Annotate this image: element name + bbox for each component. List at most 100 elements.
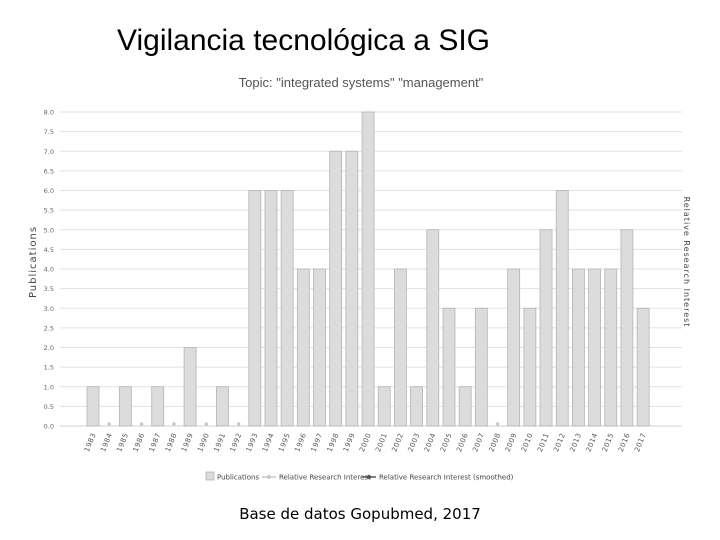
x-tick-label: 1996 [293,432,308,453]
y-tick-label: 0.0 [44,423,54,431]
y-tick-label: 7.5 [44,128,54,136]
x-tick-label: 2017 [633,432,648,453]
y-tick-label: 0.5 [44,403,54,411]
bar [442,307,456,427]
x-tick-label: 2003 [407,432,422,453]
x-tick-label: 2002 [390,432,405,453]
bar [118,386,132,427]
interest-marker [107,422,111,426]
x-tick-label: 1998 [326,432,341,453]
bar [280,190,294,427]
x-tick-label: 1991 [212,432,227,453]
x-tick-label: 2000 [358,432,373,453]
x-tick-label: 2010 [520,432,535,453]
bar [296,268,310,427]
bar [572,268,585,427]
legend-marker-smoothed [367,475,371,479]
x-tick-label: 2008 [488,432,503,453]
bar [636,307,650,427]
legend-label: Publications [217,474,259,482]
bar [248,190,262,427]
bar [539,229,553,427]
x-tick-label: 1989 [180,432,195,453]
bar [458,386,472,427]
x-tick-label: 1995 [277,432,292,453]
y-tick-label: 4.5 [44,246,54,254]
bar [410,386,424,427]
bar [394,268,407,427]
x-tick-label: 1997 [310,432,325,453]
bar [216,386,229,427]
y-tick-label: 7.0 [44,148,54,156]
x-tick-label: 2001 [374,432,389,453]
x-tick-label: 1994 [261,432,276,453]
x-tick-label: 2004 [423,432,438,453]
y-tick-label: 3.0 [44,305,54,313]
interest-marker [172,422,176,426]
bar [183,347,197,427]
x-tick-label: 2014 [585,432,600,453]
y-axis-label: Publications [28,226,39,298]
interest-marker [236,422,241,426]
y-tick-labels: 0.0 0.5 1.0 1.5 2.0 2.5 3.0 3.5 4.0 4.5 5.0 5.5 6.0 6… [44,109,54,431]
bar [151,386,165,427]
y-tick-label: 1.5 [44,364,54,372]
y-tick-label: 6.5 [44,167,54,175]
x-tick-label: 2016 [617,432,632,453]
bar [523,307,537,427]
chart-title: Topic: "integrated systems" "management" [239,75,484,90]
y-tick-label: 2.5 [44,324,54,332]
footer-source: Base de datos Gopubmed, 2017 [239,505,481,523]
y-axis-label-right: Relative Research Interest [682,197,691,328]
y-tick-label: 8.0 [44,109,54,117]
legend-label: Relative Research Interest [279,474,371,482]
bar [329,150,343,427]
bar [507,268,521,427]
x-tick-label: 2012 [552,432,567,453]
bars [86,111,650,427]
bar [313,268,326,427]
bar [588,268,601,427]
legend-label: Relative Research Interest (smoothed) [379,474,514,482]
y-tick-label: 5.0 [44,226,54,234]
legend-marker-interest [267,475,271,479]
bar [604,268,618,427]
bar [377,386,391,427]
y-tick-label: 4.0 [44,266,54,274]
y-tick-label: 3.5 [44,285,54,293]
x-tick-label: 1983 [83,432,98,453]
x-tick-label: 2015 [601,432,616,453]
x-tick-label: 2007 [471,432,486,453]
bar [555,190,569,427]
x-tick-label: 1985 [115,432,130,453]
y-tick-label: 6.0 [44,187,54,195]
x-tick-label: 1999 [342,432,357,453]
y-tick-label: 2.0 [44,344,54,352]
bar [426,229,440,427]
x-tick-label: 1990 [196,432,211,453]
legend: Publications Relative Research Interest Re… [205,471,514,482]
y-tick-label: 1.0 [44,383,54,391]
x-tick-label: 2013 [568,432,583,453]
bar [361,111,375,427]
interest-marker [204,422,209,426]
y-tick-label: 5.5 [44,207,54,215]
x-tick-label: 1992 [229,432,244,453]
x-tick-label: 1993 [245,432,260,453]
x-tick-label: 2009 [504,432,519,453]
x-tick-label: 1988 [164,432,179,453]
x-tick-label: 2011 [536,432,551,453]
bar [345,150,359,427]
x-tick-label: 1986 [132,432,147,453]
interest-marker [139,422,144,426]
x-tick-label: 1987 [148,432,163,453]
bar [86,386,100,427]
x-tick-label: 2006 [455,432,470,453]
x-tick-labels: 1983 1984 1985 1986 1987 1988 1989 1990 1991 1992… [83,432,648,453]
x-tick-label: 1984 [99,432,114,453]
bar [264,190,278,427]
legend-swatch-publications [205,471,215,481]
bar [620,229,634,427]
interest-markers [107,422,500,426]
